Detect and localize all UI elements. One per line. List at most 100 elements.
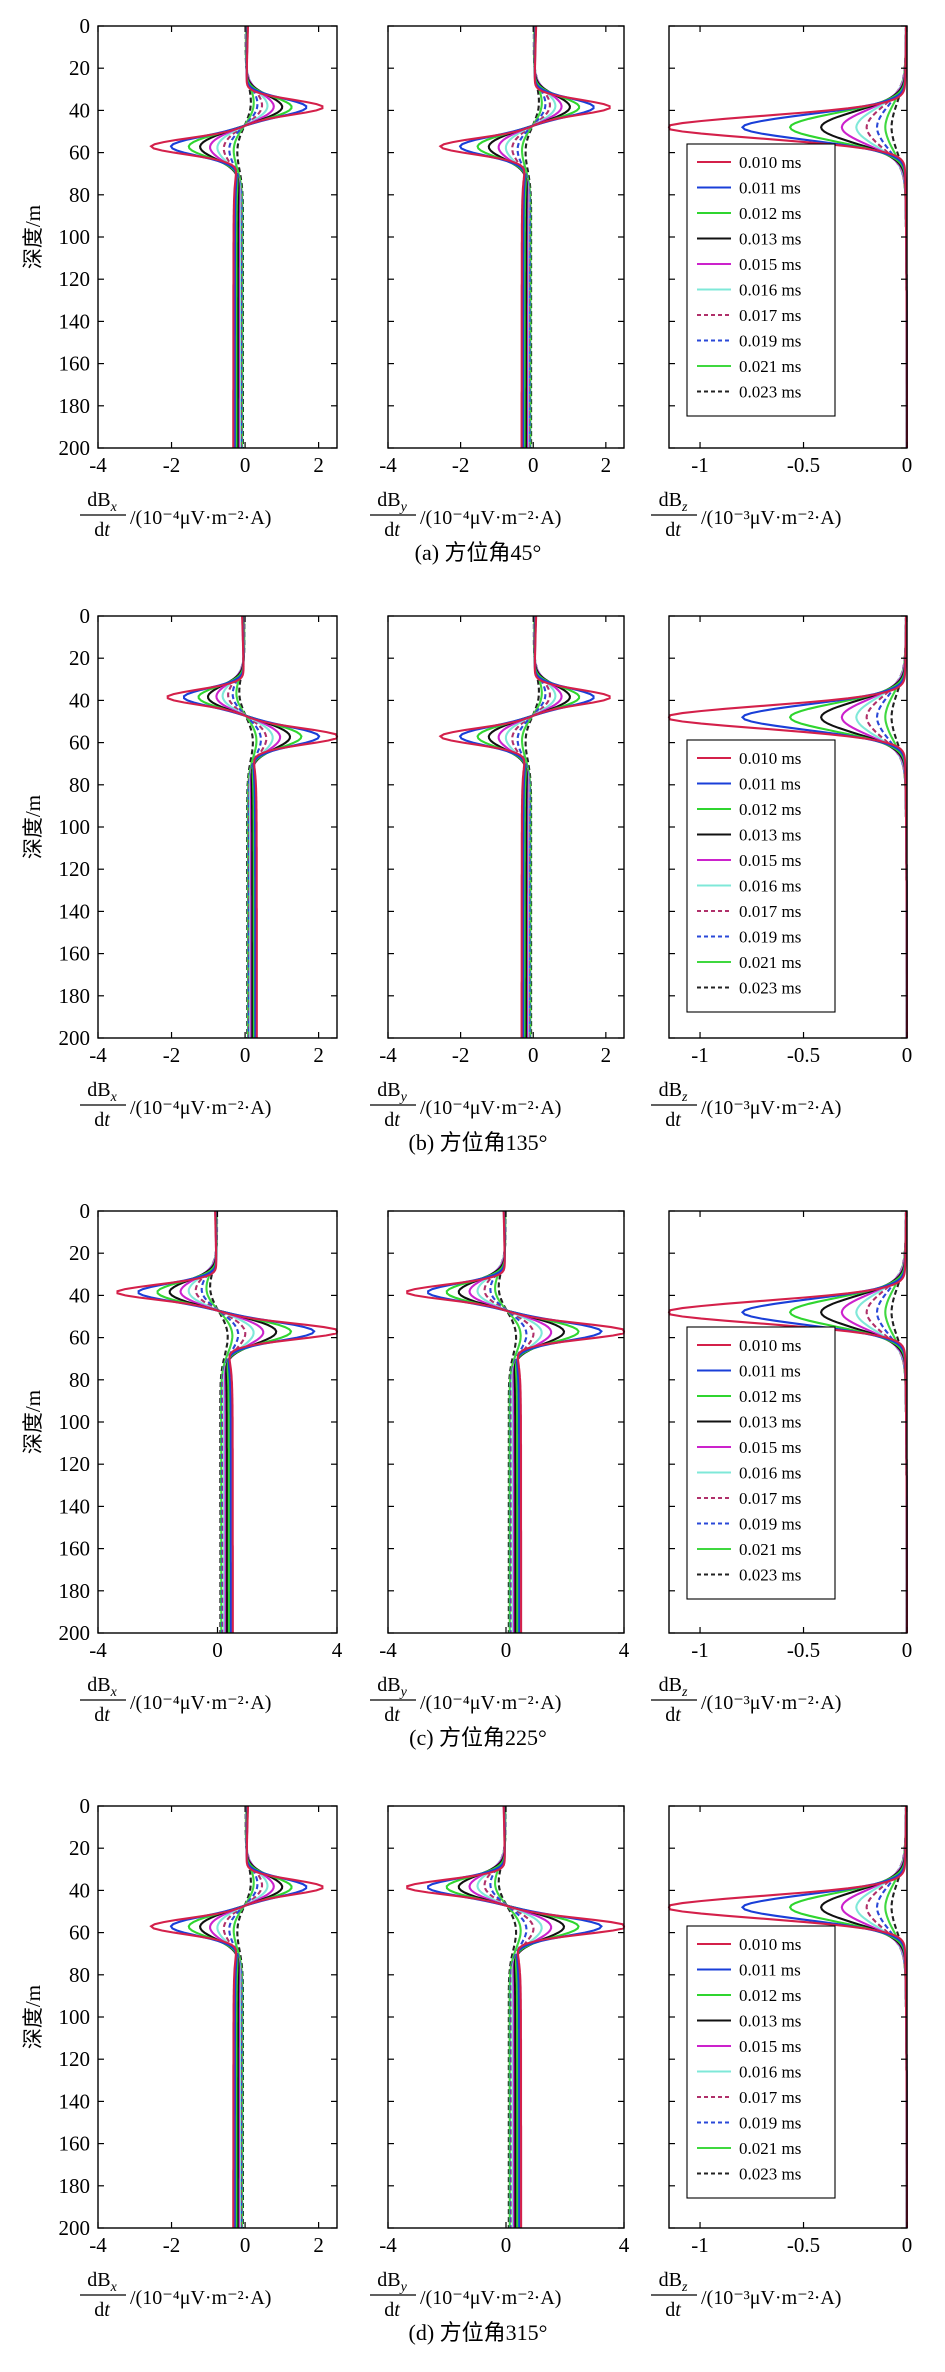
- axes-frame: [97, 1210, 338, 1634]
- series-line: [406, 1210, 626, 1633]
- svg-text:dBx: dBx: [87, 489, 117, 515]
- legend-label: 0.016 ms: [739, 281, 801, 300]
- legend-label: 0.010 ms: [739, 153, 801, 172]
- y-tick-label: 180: [59, 2174, 91, 2198]
- x-tick-label: -1: [691, 453, 709, 477]
- x-tick-label: 0: [240, 1043, 251, 1067]
- series-line: [149, 1805, 324, 2228]
- y-tick-label: 200: [59, 1026, 91, 1050]
- x-tick-label: 2: [313, 1043, 324, 1067]
- x-tick-label: -1: [691, 1638, 709, 1662]
- legend-label: 0.019 ms: [739, 928, 801, 947]
- legend-label: 0.016 ms: [739, 1464, 801, 1483]
- legend-label: 0.017 ms: [739, 306, 801, 325]
- x-tick-label: -0.5: [787, 1043, 820, 1067]
- y-tick-label: 80: [69, 773, 90, 797]
- x-tick-label: -4: [379, 1638, 397, 1662]
- x-tick-label: -4: [379, 453, 397, 477]
- legend-label: 0.023 ms: [739, 2165, 801, 2184]
- series-line: [476, 1805, 543, 2228]
- legend-label: 0.012 ms: [739, 800, 801, 819]
- legend-label: 0.023 ms: [739, 1566, 801, 1585]
- legend-label: 0.013 ms: [739, 826, 801, 845]
- y-tick-label: 200: [59, 2216, 91, 2240]
- svg-text:dt: dt: [384, 1109, 400, 1131]
- legend-label: 0.017 ms: [739, 2088, 801, 2107]
- subplot-b: 深度/m 0 20 40 60 80 100 120 140 160 180 200 -4 -2 0 2 dBx…: [0, 590, 945, 1180]
- y-tick-label: 140: [59, 899, 91, 923]
- axes-frame: [387, 615, 625, 1039]
- x-axis-label-bz: dBz dt /(10⁻³μV·m⁻²·A): [651, 1674, 841, 1726]
- legend-label: 0.019 ms: [739, 2114, 801, 2133]
- x-unit: /(10⁻³μV·m⁻²·A): [701, 507, 841, 529]
- axes-bx: 0 20 40 60 80 100 120 140 160 180 200-4 -2 0 2: [59, 1794, 338, 2257]
- svg-text:dt: dt: [665, 1109, 681, 1131]
- legend-box: [686, 739, 836, 1013]
- axes-frame: [97, 1805, 338, 2229]
- y-tick-label: 80: [69, 1963, 90, 1987]
- series-line: [840, 615, 908, 1038]
- legend-label: 0.021 ms: [739, 953, 801, 972]
- x-tick-label: 0: [902, 453, 913, 477]
- x-tick-label: -4: [89, 453, 107, 477]
- x-tick-label: 4: [619, 2233, 630, 2257]
- series-line: [221, 616, 274, 1038]
- x-tick-label: -2: [163, 2233, 181, 2257]
- x-unit: /(10⁻⁴μV·m⁻²·A): [420, 2287, 561, 2309]
- subplot-caption: (a) 方位角45°: [415, 540, 542, 565]
- x-tick-label: 0: [501, 2233, 512, 2257]
- series-line: [516, 26, 547, 448]
- axes-by: -4 0 4: [379, 1210, 630, 1662]
- legend-label: 0.011 ms: [739, 775, 801, 794]
- x-tick-label: 0: [902, 2233, 913, 2257]
- x-tick-label: 0: [212, 1638, 223, 1662]
- x-unit: /(10⁻³μV·m⁻²·A): [701, 1097, 841, 1119]
- series-line: [504, 616, 557, 1038]
- series-line: [840, 1210, 908, 1633]
- y-tick-label: 100: [59, 2005, 91, 2029]
- x-tick-label: -4: [89, 1638, 107, 1662]
- subplot-caption: (c) 方位角225°: [409, 1725, 547, 1750]
- x-tick-label: 2: [601, 453, 612, 477]
- x-tick-label: -4: [89, 2233, 107, 2257]
- axes-by: -4 -2 0 2: [379, 615, 625, 1067]
- y-tick-label: 40: [69, 688, 90, 712]
- y-tick-label: 60: [69, 141, 90, 165]
- svg-text:dBx: dBx: [87, 2269, 117, 2295]
- y-tick-label: 100: [59, 815, 91, 839]
- x-tick-label: -4: [379, 2233, 397, 2257]
- x-axis-label-bx: dBx dt /(10⁻⁴μV·m⁻²·A): [80, 1079, 271, 1131]
- series-line: [149, 25, 324, 448]
- legend: 0.010 ms 0.011 ms 0.012 ms 0.013 ms 0.015 ms…: [686, 739, 836, 1013]
- svg-text:dBz: dBz: [659, 1079, 688, 1105]
- y-tick-label: 160: [59, 1537, 91, 1561]
- y-tick-label: 120: [59, 267, 91, 291]
- legend-label: 0.019 ms: [739, 332, 801, 351]
- axes-bz: -1 -0.5 00.010 ms0.011 ms0.012 ms0.013 ms0…: [667, 615, 912, 1067]
- legend-label: 0.023 ms: [739, 383, 801, 402]
- y-tick-label: 140: [59, 1494, 91, 1518]
- legend: 0.010 ms 0.011 ms 0.012 ms 0.013 ms 0.015 ms…: [686, 1925, 836, 2199]
- y-axis-label: 深度/m: [21, 205, 45, 269]
- x-tick-label: 4: [619, 1638, 630, 1662]
- axes-bz: -1 -0.5 00.010 ms0.011 ms0.012 ms0.013 ms0…: [667, 1210, 913, 1662]
- legend-label: 0.010 ms: [739, 1336, 801, 1355]
- y-tick-label: 40: [69, 1283, 90, 1307]
- series-line: [504, 26, 557, 448]
- legend-label: 0.023 ms: [739, 979, 801, 998]
- legend: 0.010 ms 0.011 ms 0.012 ms 0.013 ms 0.015 ms…: [686, 1326, 836, 1600]
- x-axis-label-by: dBy dt /(10⁻⁴μV·m⁻²·A): [370, 2269, 561, 2321]
- y-tick-label: 40: [69, 98, 90, 122]
- legend-label: 0.019 ms: [739, 1515, 801, 1534]
- svg-text:dBz: dBz: [659, 489, 688, 515]
- x-tick-label: 0: [902, 1638, 913, 1662]
- axes-frame: [387, 1210, 625, 1634]
- svg-text:dt: dt: [384, 2299, 400, 2321]
- x-tick-label: 0: [501, 1638, 512, 1662]
- x-tick-label: 4: [332, 1638, 343, 1662]
- x-unit: /(10⁻⁴μV·m⁻²·A): [130, 1692, 271, 1714]
- x-tick-label: -2: [452, 1043, 470, 1067]
- axes-by: -4 -2 0 2: [379, 25, 625, 477]
- y-tick-label: 0: [80, 14, 91, 38]
- svg-text:dt: dt: [94, 519, 110, 541]
